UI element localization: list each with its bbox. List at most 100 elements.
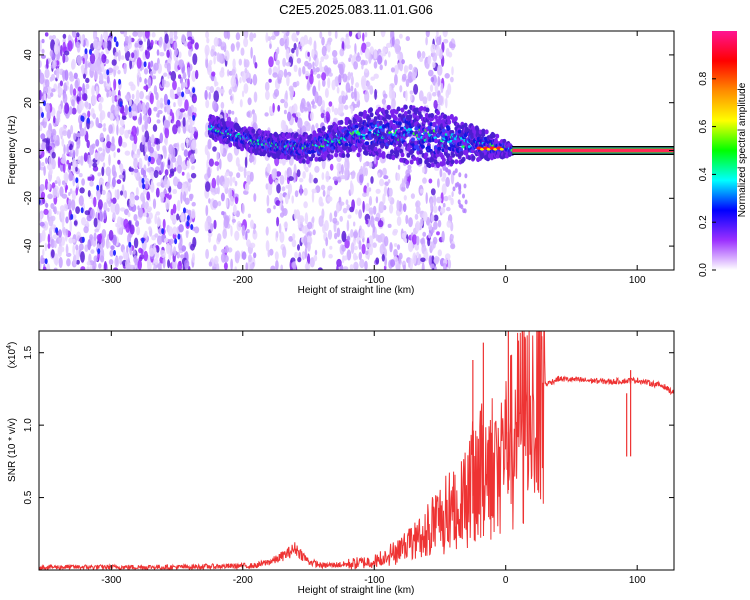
noise-blob	[149, 146, 154, 154]
noise-blob	[64, 50, 70, 56]
noise-blob	[333, 210, 338, 218]
noise-blob	[205, 31, 210, 39]
noise-blob	[128, 35, 132, 45]
noise-blob	[150, 60, 154, 68]
noise-blob	[276, 216, 280, 227]
noise-blob	[442, 31, 448, 38]
noise-blob	[83, 226, 89, 234]
signal-tail	[452, 186, 456, 192]
colorbar-tick-label: 0.2	[698, 215, 709, 229]
noise-blob	[43, 165, 46, 176]
spectrogram-xtick-label: 0	[503, 275, 509, 286]
noise-blob	[71, 190, 76, 201]
signal-halo	[369, 112, 374, 118]
noise-blob	[216, 52, 221, 62]
signal-body	[420, 144, 425, 149]
noise-blob	[339, 215, 344, 222]
noise-blob	[405, 214, 409, 225]
signal-body	[411, 137, 415, 142]
noise-blob-strong	[181, 91, 185, 98]
noise-blob	[373, 73, 379, 79]
noise-blob	[270, 265, 276, 270]
noise-blob	[373, 48, 378, 60]
noise-blob	[110, 245, 115, 251]
noise-blob	[437, 219, 442, 228]
noise-blob	[220, 67, 225, 74]
noise-blob	[112, 211, 116, 221]
noise-blob	[64, 69, 69, 81]
noise-blob	[65, 228, 69, 235]
carrier-core	[512, 148, 674, 153]
noise-blob	[239, 77, 242, 84]
noise-blob	[191, 139, 197, 151]
noise-blob	[375, 257, 380, 265]
signal-halo	[408, 114, 413, 120]
noise-blob-strong	[113, 36, 117, 43]
noise-blob	[85, 77, 90, 84]
noise-blob	[233, 193, 239, 198]
noise-blob	[189, 120, 193, 132]
noise-blob	[86, 39, 89, 48]
noise-blob	[81, 64, 85, 75]
noise-blob	[86, 266, 90, 270]
noise-blob	[211, 177, 217, 189]
signal-halo	[341, 153, 346, 158]
noise-blob	[321, 72, 327, 81]
noise-blob	[304, 70, 310, 77]
noise-blob	[405, 180, 410, 189]
noise-blob	[164, 106, 167, 113]
noise-blob	[240, 47, 245, 56]
noise-blob	[194, 42, 199, 50]
noise-blob	[173, 176, 179, 187]
noise-blob	[321, 172, 325, 181]
noise-blob	[159, 191, 165, 199]
noise-blob-strong	[128, 106, 132, 112]
noise-blob	[56, 176, 60, 183]
noise-blob	[378, 201, 385, 214]
noise-blob	[181, 171, 185, 176]
colorbar-label: Normalized spectral amplitude	[737, 82, 748, 217]
noise-blob	[159, 97, 164, 104]
noise-blob	[297, 244, 300, 251]
noise-blob	[99, 178, 104, 183]
noise-blob	[163, 237, 169, 243]
noise-blob	[247, 213, 251, 218]
noise-blob	[181, 245, 187, 252]
noise-blob	[40, 255, 44, 265]
noise-blob	[436, 231, 440, 236]
noise-blob	[193, 131, 198, 139]
noise-blob-strong	[119, 101, 123, 108]
signal-halo	[211, 115, 216, 120]
noise-blob	[156, 143, 160, 152]
noise-blob	[94, 152, 99, 161]
noise-blob	[39, 124, 43, 132]
spectrogram-xtick-label: 100	[629, 275, 646, 286]
noise-blob	[369, 85, 374, 95]
noise-blob	[285, 48, 290, 60]
noise-blob	[59, 80, 64, 87]
noise-blob	[66, 80, 69, 87]
noise-blob	[350, 242, 355, 254]
noise-blob	[47, 193, 53, 200]
noise-blob	[340, 175, 346, 180]
noise-blob	[321, 45, 327, 57]
noise-blob-strong	[115, 41, 119, 48]
noise-blob	[92, 261, 97, 270]
noise-blob	[187, 178, 193, 183]
noise-blob	[136, 74, 140, 87]
noise-blob	[50, 249, 55, 258]
noise-blob	[155, 211, 161, 216]
noise-blob	[358, 240, 362, 250]
noise-blob	[106, 75, 110, 84]
signal-tail	[462, 208, 466, 214]
noise-blob	[433, 266, 437, 270]
noise-blob	[107, 207, 110, 212]
noise-blob	[53, 42, 60, 55]
noise-blob	[425, 36, 428, 46]
noise-blob	[41, 141, 46, 151]
noise-blob	[119, 118, 125, 127]
noise-blob	[45, 139, 50, 152]
noise-blob	[69, 220, 73, 233]
noise-blob	[426, 91, 432, 102]
noise-blob	[381, 253, 385, 262]
